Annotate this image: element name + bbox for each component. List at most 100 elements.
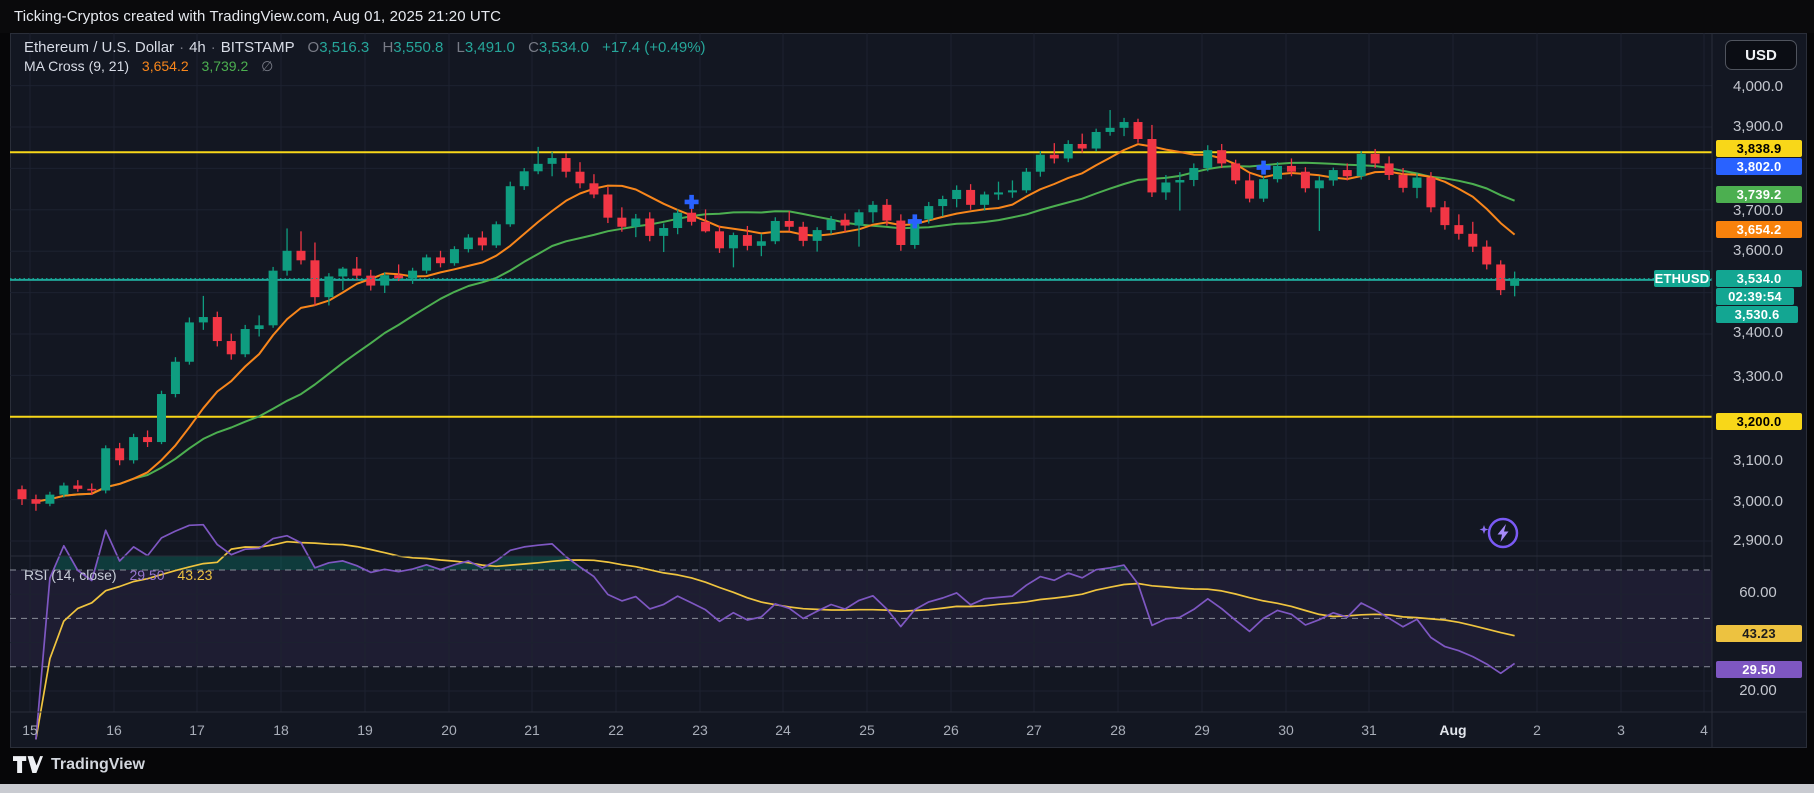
currency-toggle-button[interactable]: USD [1725,40,1797,70]
candle [198,295,208,330]
candle [394,264,404,282]
tradingview-logo[interactable]: TradingView [13,756,145,774]
candle [854,209,864,247]
ma-slow-value: 3,739.2 [201,58,249,74]
candle [952,185,962,208]
candle [966,184,976,210]
symbol-tag-label: ETHUSD [1654,269,1710,287]
candle [115,442,125,466]
candle [352,256,362,281]
candle [143,430,153,448]
candle [1370,148,1380,168]
ma-fast-value: 3,654.2 [141,58,189,74]
candle [240,324,250,358]
time-axis-label: 28 [1110,722,1126,738]
candle [1231,159,1241,185]
time-axis-label: 21 [524,722,540,738]
candle [742,225,752,251]
candle [770,217,780,245]
candle [1314,176,1324,231]
symbol-legend[interactable]: Ethereum / U.S. Dollar · 4h · BITSTAMP O3,51… [24,39,706,56]
time-axis-label: 20 [441,722,457,738]
candle [477,231,487,251]
candle [1217,143,1227,168]
candle [449,246,459,266]
candle [1245,173,1255,203]
candle [1482,240,1492,270]
candle [701,209,711,233]
candle [338,266,348,291]
low-letter: L [456,39,465,56]
candle [422,254,432,274]
high-letter: H [382,39,394,56]
candle [896,214,906,251]
bar-countdown-label: 02:39:54 [1716,287,1794,305]
candle [994,181,1003,200]
high-value: 3,550.8 [393,39,444,56]
candle [798,221,808,247]
ma-cross-marker [907,214,922,229]
candle [631,213,641,238]
teal-line-price-label: 3,530.6 [1716,305,1798,323]
ma-fast-line [35,143,1516,503]
candle [728,232,738,268]
ma-cross-marker [1256,160,1271,175]
candle [1286,158,1296,177]
screenshot-caption: Ticking-Cryptos created with TradingView… [14,8,502,25]
candle [1035,151,1045,177]
candle [1021,167,1031,193]
rsi-line [35,523,1516,740]
candle [547,151,557,177]
price-scale-tick: 3,700.0 [1732,202,1784,219]
time-axis-label: 2 [1533,722,1541,738]
rsi-title: RSI (14, close) [24,567,117,583]
candle [533,146,543,175]
rsi-ma-value: 43.23 [177,567,213,583]
candle [212,311,222,347]
rsi-legend[interactable]: RSI (14, close) 29.50 43.23 [24,567,212,583]
candle [715,225,724,253]
candle [17,485,27,505]
ma-cross-marker [684,194,699,209]
close-letter: C [528,39,539,56]
price-scale-tick: 3,300.0 [1732,368,1784,385]
candle [268,266,278,328]
price-scale-tick: 3,100.0 [1732,452,1784,469]
price-scale-tick: 3,000.0 [1732,493,1784,510]
candle [980,191,990,211]
candle [1468,221,1478,253]
ma-cross-legend[interactable]: MA Cross (9, 21) 3,654.2 3,739.2 ∅ [24,58,273,75]
open-value: 3,516.3 [319,39,370,56]
time-axis-label: 19 [357,722,373,738]
ma-cross-null-value: ∅ [261,58,274,74]
tradingview-logo-icon [13,756,43,773]
boost-lightning-icon[interactable] [1479,517,1519,549]
chart-canvas[interactable] [10,33,1807,748]
time-axis-label: 31 [1361,722,1377,738]
price-scale-tick: 3,400.0 [1732,324,1784,341]
time-axis-label: 23 [692,722,708,738]
candle [756,233,766,257]
candle [938,195,948,217]
candle [1203,145,1213,172]
candle [1049,143,1059,164]
screenshot-caption-bar: Ticking-Cryptos created with TradingView… [0,0,1814,33]
change-value: +17.4 (+0.49%) [602,39,706,56]
rsi-value: 29.50 [129,567,165,583]
candle [673,209,683,235]
candle [324,273,334,306]
candle [784,211,794,232]
bottom-scrollbar[interactable] [0,784,1814,793]
candle [226,333,236,360]
price-scale-tick: 60.00 [1739,584,1777,601]
price-scale-tick: 20.00 [1739,682,1777,699]
tradingview-logo-text: TradingView [51,756,145,773]
candle [1454,214,1464,240]
candle [1496,260,1506,296]
candle [645,212,655,242]
price-scale-tick: 3,900.0 [1732,118,1784,135]
time-axis-label: 18 [273,722,289,738]
candle [1133,118,1143,143]
candle [1440,201,1450,230]
price-scale-tick: 3,600.0 [1732,242,1784,259]
